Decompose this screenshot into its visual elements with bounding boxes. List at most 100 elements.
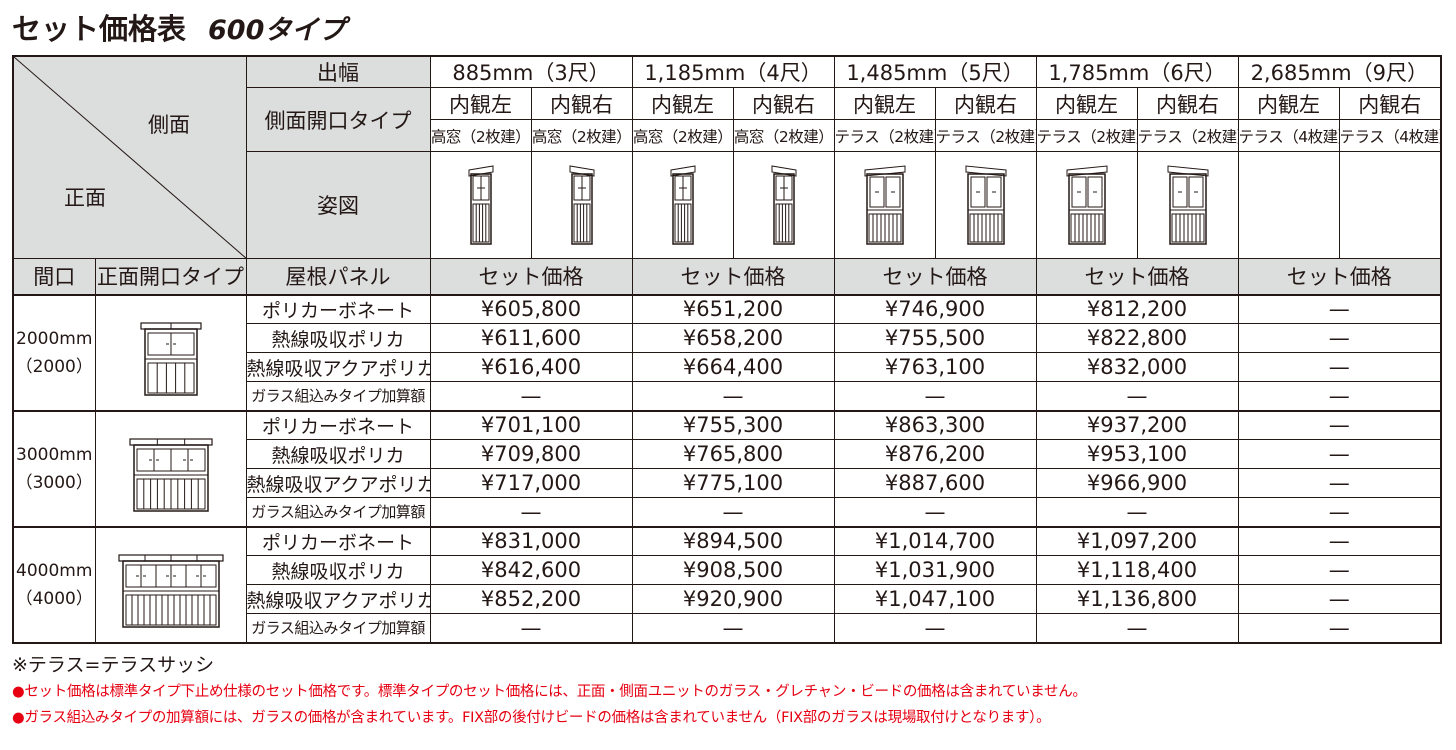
price-cell: ¥755,500 [833, 323, 1037, 353]
table-row: ガラス組込みタイプ加算額 — — — — — [13, 381, 1442, 411]
price-cell: ¥966,900 [1035, 468, 1239, 498]
opening-cell: 高窓（2枚建） [429, 119, 532, 152]
set-price-label: セット価格 [1035, 258, 1239, 295]
front-elevation-figure [139, 321, 202, 396]
roof-panel-name: 熱線吸収ポリカ [245, 439, 431, 469]
opening-cell: テラス（4枚建） [1237, 119, 1340, 152]
price-cell: — [631, 613, 835, 643]
front-figure-cell [94, 293, 247, 411]
side-label: 側面 [148, 113, 190, 137]
price-cell: — [1035, 497, 1239, 527]
opening-cell: 高窓（2枚建） [530, 119, 633, 152]
price-cell: ¥616,400 [429, 352, 633, 382]
price-cell: — [1237, 555, 1442, 585]
bay-size-sub: （3000） [15, 472, 93, 493]
side-window-figure [771, 165, 797, 245]
price-cell: ¥1,097,200 [1035, 525, 1239, 556]
price-table: 側面 正面 出幅 885mm（3尺） 1,185mm（4尺） 1,485mm（5… [12, 55, 1443, 644]
view-cell: 内観右 [530, 87, 633, 120]
view-cell: 内観右 [1136, 87, 1239, 120]
price-cell: ¥832,000 [1035, 352, 1239, 382]
roof-panel-name: ガラス組込みタイプ加算額 [245, 497, 431, 527]
price-cell: ¥717,000 [429, 468, 633, 498]
bay-size: 4000mm [16, 560, 93, 581]
price-cell: ¥920,900 [631, 584, 835, 614]
price-cell: ¥1,136,800 [1035, 584, 1239, 614]
price-cell: — [1237, 293, 1442, 324]
width-885: 885mm（3尺） [429, 55, 633, 88]
bay-label: 間口 [12, 258, 96, 295]
opening-cell: テラス（2枚建） [1136, 119, 1239, 152]
bay-size-sub: （4000） [15, 588, 93, 609]
front-label: 正面 [64, 186, 106, 210]
price-cell: — [1237, 439, 1442, 469]
table-row: ガラス組込みタイプ加算額 — — — — — [13, 497, 1442, 527]
bay-size: 2000mm [16, 328, 93, 349]
roof-panel-name: ガラス組込みタイプ加算額 [245, 381, 431, 411]
roof-panel-name: 熱線吸収アクアポリカ [245, 584, 431, 614]
price-cell: ¥611,600 [429, 323, 633, 353]
table-row: 熱線吸収ポリカ ¥611,600 ¥658,200 ¥755,500 ¥822,800— [13, 323, 1442, 353]
figure-cell [1035, 151, 1138, 259]
front-elevation-figure [117, 553, 224, 628]
price-cell: ¥763,100 [833, 352, 1037, 382]
price-cell: — [1237, 381, 1442, 411]
side-window-figure [670, 165, 696, 245]
bay-size-cell: 2000mm （2000） [12, 293, 96, 411]
price-cell: ¥755,300 [631, 409, 835, 440]
figure-cell [631, 151, 734, 259]
price-cell: ¥876,200 [833, 439, 1037, 469]
bay-size: 3000mm [16, 444, 93, 465]
table-row: 4000mm （4000） ポリカーボネート ¥831,000 ¥894,500 ¥1,0… [12, 525, 1442, 643]
page-subtitle: 600タイプ [208, 15, 346, 46]
side-window-figure [468, 165, 493, 245]
page-title-block: セット価格表 600タイプ [12, 6, 345, 46]
figure-label: 姿図 [245, 151, 431, 259]
price-cell: ¥842,600 [429, 555, 633, 585]
roof-panel-name: ポリカーボネート [245, 409, 431, 440]
table-row: 熱線吸収ポリカ ¥842,600 ¥908,500 ¥1,031,900 ¥1,118,… [13, 555, 1442, 585]
roof-panel-name: ポリカーボネート [245, 293, 431, 324]
roof-panel-name: ポリカーボネート [245, 525, 431, 556]
side-window-figure [569, 165, 594, 245]
price-cell: — [833, 381, 1037, 411]
view-cell: 内観左 [1035, 87, 1138, 120]
price-cell: ¥852,200 [429, 584, 633, 614]
opening-cell: テラス（4枚建） [1338, 119, 1442, 152]
note-terrace: ※テラス=テラスサッシ [12, 654, 215, 676]
bay-size-cell: 4000mm （4000） [12, 525, 96, 643]
opening-cell: テラス（2枚建） [1035, 119, 1138, 152]
price-cell: ¥908,500 [631, 555, 835, 585]
price-cell: ¥658,200 [631, 323, 835, 353]
set-price-label: セット価格 [833, 258, 1037, 295]
price-cell: ¥831,000 [429, 525, 633, 556]
price-cell: ¥822,800 [1035, 323, 1239, 353]
price-cell: — [631, 381, 835, 411]
price-cell: ¥894,500 [631, 525, 835, 556]
price-cell: — [429, 613, 633, 643]
table-row: ガラス組込みタイプ加算額 — — — — — [13, 613, 1442, 643]
side-terrace-figure [864, 165, 906, 245]
price-cell: — [1237, 584, 1442, 614]
opening-cell: テラス（2枚建） [833, 119, 936, 152]
width-1785: 1,785mm（6尺） [1035, 55, 1239, 88]
price-cell: — [833, 613, 1037, 643]
price-cell: — [1237, 613, 1442, 643]
roof-panel-name: ガラス組込みタイプ加算額 [245, 613, 431, 643]
price-cell: — [1035, 381, 1239, 411]
price-cell: — [1237, 525, 1442, 556]
price-cell: — [1237, 352, 1442, 382]
table-row: 熱線吸収アクアポリカ ¥717,000 ¥775,100 ¥887,600 ¥966,9… [13, 468, 1442, 498]
price-cell: ¥746,900 [833, 293, 1037, 324]
opening-cell: テラス（2枚建） [934, 119, 1037, 152]
price-cell: — [1237, 497, 1442, 527]
view-cell: 内観左 [1237, 87, 1340, 120]
header-row-columns: 間口 正面開口タイプ 屋根パネル セット価格 セット価格 セット価格 セット価格… [12, 258, 1442, 295]
price-cell: ¥812,200 [1035, 293, 1239, 324]
price-cell: — [833, 497, 1037, 527]
front-figure-cell [94, 409, 247, 527]
header-row-width: 側面 正面 出幅 885mm（3尺） 1,185mm（4尺） 1,485mm（5… [12, 55, 1442, 259]
page-title: セット価格表 [12, 12, 187, 46]
view-cell: 内観右 [732, 87, 835, 120]
price-cell: ¥709,800 [429, 439, 633, 469]
